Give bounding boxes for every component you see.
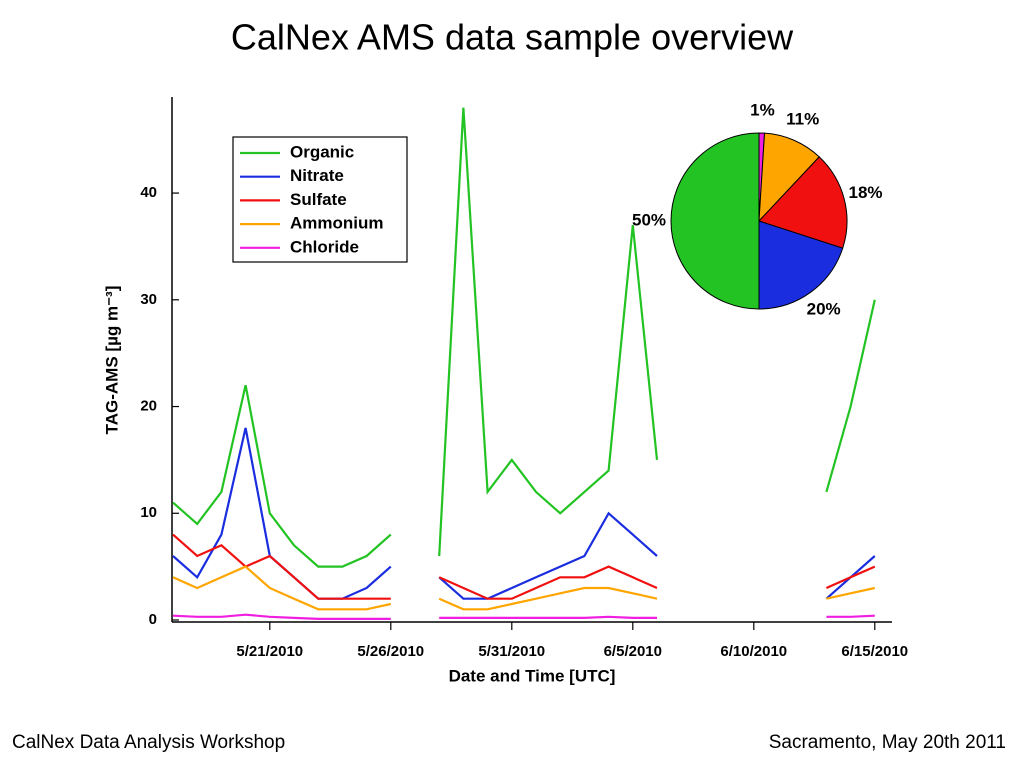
- x-tick-label: 5/31/2010: [478, 643, 545, 660]
- y-tick-label: 0: [149, 611, 157, 628]
- pie-label: 1%: [750, 101, 775, 120]
- x-axis-label: Date and Time [UTC]: [449, 666, 616, 685]
- x-tick-label: 6/15/2010: [841, 643, 908, 660]
- legend-label: Ammonium: [290, 214, 384, 233]
- legend-label: Sulfate: [290, 190, 347, 209]
- pie-label: 18%: [849, 183, 883, 202]
- series-line: [172, 533, 876, 600]
- footer-right: Sacramento, May 20th 2011: [769, 732, 1006, 753]
- legend-label: Chloride: [290, 237, 359, 256]
- legend-label: Organic: [290, 142, 354, 161]
- y-tick-label: 40: [140, 184, 157, 201]
- footer-left: CalNex Data Analysis Workshop: [12, 732, 285, 753]
- x-tick-label: 5/26/2010: [357, 643, 424, 660]
- y-tick-label: 20: [140, 397, 157, 414]
- series-line: [172, 107, 876, 568]
- pie-label: 11%: [786, 110, 819, 129]
- x-tick-label: 6/5/2010: [604, 643, 662, 660]
- series-line: [172, 427, 876, 600]
- y-tick-label: 30: [140, 291, 157, 308]
- pie-slice: [758, 220, 844, 310]
- series-line: [172, 565, 876, 611]
- slide-title: CalNex AMS data sample overview: [231, 17, 794, 58]
- pie-label: 50%: [632, 210, 666, 229]
- series-line: [172, 613, 875, 620]
- pie-label: 20%: [807, 299, 841, 318]
- x-tick-label: 6/10/2010: [720, 643, 787, 660]
- legend-label: Nitrate: [290, 166, 344, 185]
- pie-slice: [758, 156, 848, 249]
- y-axis-label: TAG-AMS [µg m⁻³]: [102, 286, 121, 435]
- x-tick-label: 5/21/2010: [236, 643, 303, 660]
- y-tick-label: 10: [140, 504, 157, 521]
- pie-slice: [670, 132, 760, 310]
